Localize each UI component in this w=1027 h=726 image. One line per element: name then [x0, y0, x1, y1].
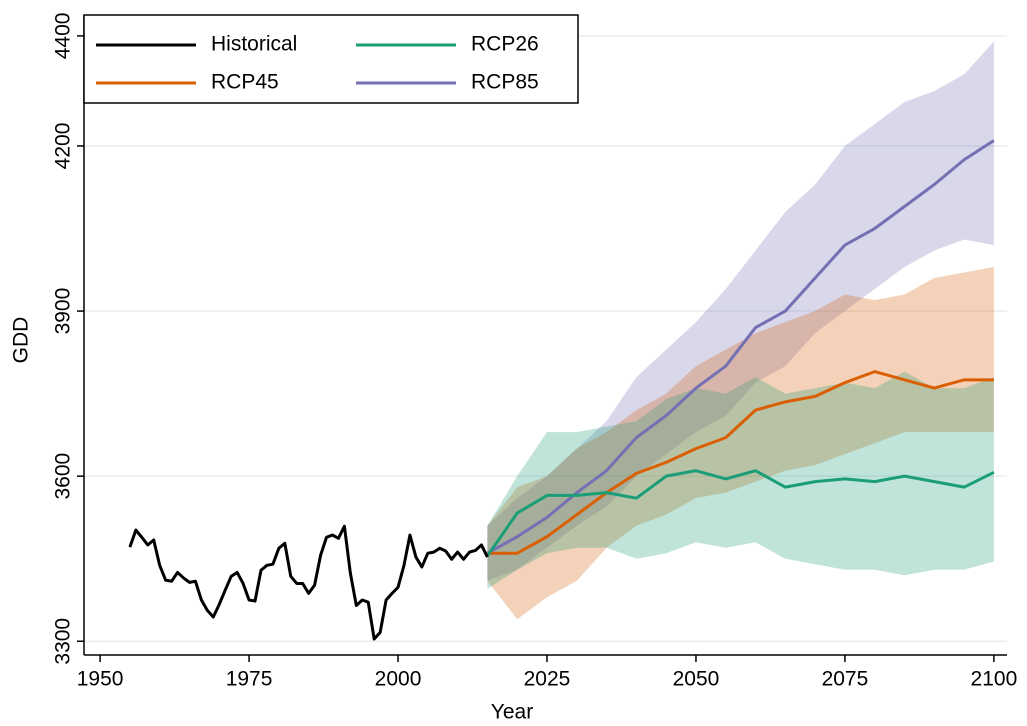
y-axis-label: GDD — [10, 317, 33, 364]
x-tick-label: 1975 — [226, 668, 273, 691]
legend-label: RCP85 — [471, 71, 539, 94]
y-tick-label: 4200 — [52, 123, 75, 170]
legend-label: Historical — [211, 33, 297, 56]
legend-box — [83, 14, 579, 104]
range-band — [487, 267, 994, 620]
legend-label: RCP45 — [211, 71, 279, 94]
y-tick-label: 4400 — [52, 13, 75, 60]
x-tick-label: 2000 — [375, 668, 422, 691]
x-tick-label: 2075 — [822, 668, 869, 691]
x-tick-label: 1950 — [77, 668, 124, 691]
x-tick-label: 2050 — [673, 668, 720, 691]
legend-label: RCP26 — [471, 33, 539, 56]
series-line — [487, 370, 994, 555]
legend: Historical RCP26 RCP45 RCP85 — [83, 14, 579, 104]
y-tick-label: 3900 — [52, 288, 75, 335]
x-tick-label: 2025 — [524, 668, 571, 691]
y-tick-label: 3600 — [52, 453, 75, 500]
x-tick-label: 2100 — [971, 668, 1018, 691]
x-axis-label: Year — [491, 701, 533, 724]
series-line — [486, 469, 995, 557]
series-line — [128, 524, 489, 641]
range-band — [487, 41, 994, 581]
y-tick-label: 3300 — [52, 618, 75, 665]
range-band — [487, 371, 994, 589]
